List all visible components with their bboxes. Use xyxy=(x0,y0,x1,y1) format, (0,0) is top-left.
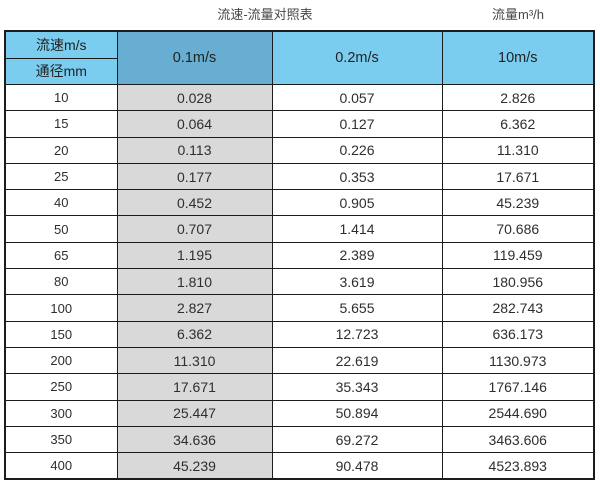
flow-cell: 2544.690 xyxy=(441,399,595,427)
flow-unit-label: 流量m³/h xyxy=(491,7,545,22)
flow-cell: 0.905 xyxy=(271,189,443,217)
flow-cell: 6.362 xyxy=(116,320,273,348)
flow-cell: 2.827 xyxy=(116,294,273,322)
table-row: 40 0.452 0.905 45.239 xyxy=(4,189,595,217)
table-row: 20 0.113 0.226 11.310 xyxy=(4,136,595,164)
diameter-cell: 20 xyxy=(4,136,118,164)
flow-cell: 12.723 xyxy=(271,320,443,348)
flow-cell: 6.362 xyxy=(441,110,595,138)
diameter-cell: 400 xyxy=(4,452,118,480)
flow-cell: 11.310 xyxy=(116,346,273,375)
flow-cell: 1.810 xyxy=(116,268,273,296)
flow-cell: 70.686 xyxy=(441,215,595,243)
flow-cell: 636.173 xyxy=(441,320,595,348)
table-row: 400 45.239 90.478 4523.893 xyxy=(4,452,595,480)
flow-cell: 2.826 xyxy=(441,83,595,112)
table-row: 50 0.707 1.414 70.686 xyxy=(4,215,595,243)
flow-cell: 50.894 xyxy=(271,399,443,427)
table-row: 150 6.362 12.723 636.173 xyxy=(4,320,595,348)
flow-cell: 3463.606 xyxy=(441,425,595,454)
column-header-0.2ms: 0.2m/s xyxy=(271,30,443,85)
flow-cell: 0.226 xyxy=(271,136,443,164)
flow-rate-table: 流速m/s 0.1m/s 0.2m/s 10m/s 通径mm 10 0.028 … xyxy=(4,30,595,480)
corner-diameter-label: 通径mm xyxy=(4,57,118,85)
flow-cell: 5.655 xyxy=(271,294,443,322)
diameter-cell: 40 xyxy=(4,189,118,217)
flow-cell: 69.272 xyxy=(271,425,443,454)
table-title: 流速-流量对照表 xyxy=(217,7,313,22)
flow-cell: 25.447 xyxy=(116,399,273,427)
flow-cell: 35.343 xyxy=(271,373,443,401)
flow-cell: 180.956 xyxy=(441,268,595,296)
diameter-cell: 100 xyxy=(4,294,118,322)
diameter-cell: 200 xyxy=(4,346,118,375)
flow-cell: 0.353 xyxy=(271,162,443,191)
table-row: 300 25.447 50.894 2544.690 xyxy=(4,399,595,427)
diameter-cell: 350 xyxy=(4,425,118,454)
table-row: 350 34.636 69.272 3463.606 xyxy=(4,425,595,454)
flow-cell: 17.671 xyxy=(441,162,595,191)
table-row: 65 1.195 2.389 119.459 xyxy=(4,241,595,270)
flow-cell: 0.177 xyxy=(116,162,273,191)
diameter-cell: 150 xyxy=(4,320,118,348)
diameter-cell: 15 xyxy=(4,110,118,138)
column-header-0.1ms: 0.1m/s xyxy=(116,30,273,85)
table-row: 25 0.177 0.353 17.671 xyxy=(4,162,595,191)
flow-cell: 11.310 xyxy=(441,136,595,164)
flow-cell: 0.028 xyxy=(116,83,273,112)
diameter-cell: 65 xyxy=(4,241,118,270)
flow-cell: 2.389 xyxy=(271,241,443,270)
diameter-cell: 250 xyxy=(4,373,118,401)
table-row: 80 1.810 3.619 180.956 xyxy=(4,268,595,296)
column-header-10ms: 10m/s xyxy=(441,30,595,85)
table-row: 250 17.671 35.343 1767.146 xyxy=(4,373,595,401)
table-row: 100 2.827 5.655 282.743 xyxy=(4,294,595,322)
flow-cell: 0.113 xyxy=(116,136,273,164)
flow-cell: 4523.893 xyxy=(441,452,595,480)
flow-cell: 17.671 xyxy=(116,373,273,401)
diameter-cell: 300 xyxy=(4,399,118,427)
diameter-cell: 80 xyxy=(4,268,118,296)
flow-cell: 1.195 xyxy=(116,241,273,270)
flow-cell: 3.619 xyxy=(271,268,443,296)
flow-cell: 1767.146 xyxy=(441,373,595,401)
corner-velocity-label: 流速m/s xyxy=(4,30,118,59)
flow-cell: 1130.973 xyxy=(441,346,595,375)
flow-cell: 0.127 xyxy=(271,110,443,138)
flow-cell: 22.619 xyxy=(271,346,443,375)
table-row: 200 11.310 22.619 1130.973 xyxy=(4,346,595,375)
flow-cell: 90.478 xyxy=(271,452,443,480)
flow-cell: 0.707 xyxy=(116,215,273,243)
table-row: 10 0.028 0.057 2.826 xyxy=(4,83,595,112)
flow-cell: 0.452 xyxy=(116,189,273,217)
diameter-cell: 50 xyxy=(4,215,118,243)
diameter-cell: 10 xyxy=(4,83,118,112)
diameter-cell: 25 xyxy=(4,162,118,191)
header-row-velocity: 流速m/s 0.1m/s 0.2m/s 10m/s xyxy=(4,30,595,85)
flow-cell: 0.057 xyxy=(271,83,443,112)
flow-cell: 34.636 xyxy=(116,425,273,454)
flow-cell: 1.414 xyxy=(271,215,443,243)
flow-cell: 282.743 xyxy=(441,294,595,322)
flow-cell: 45.239 xyxy=(116,452,273,480)
flow-cell: 119.459 xyxy=(441,241,595,270)
flow-cell: 0.064 xyxy=(116,110,273,138)
header-row-diameter: 通径mm xyxy=(4,57,594,85)
flow-cell: 45.239 xyxy=(441,189,595,217)
table-row: 15 0.064 0.127 6.362 xyxy=(4,110,595,138)
